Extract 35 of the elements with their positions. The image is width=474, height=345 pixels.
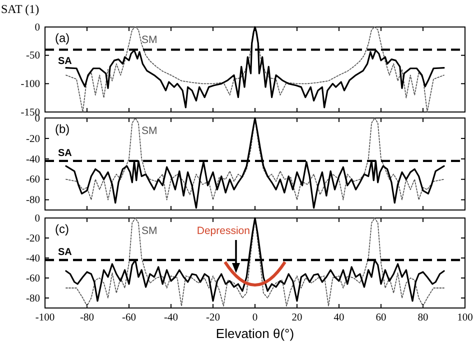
y-tick-label: -60 xyxy=(26,273,40,284)
series-label: SA xyxy=(58,56,72,67)
x-tick-label: 100 xyxy=(457,312,473,324)
y-tick-label: -80 xyxy=(26,293,40,304)
x-tick-label: 20 xyxy=(292,312,302,324)
x-tick-label: -60 xyxy=(122,312,136,324)
annotation: Depression xyxy=(196,225,250,237)
y-tick-label: 0 xyxy=(34,113,40,124)
series-label: SM xyxy=(141,125,158,137)
series-label: SA xyxy=(58,148,72,159)
series-label: SA xyxy=(58,247,72,258)
series-label: SM xyxy=(141,34,158,46)
annotation: (b) xyxy=(55,122,70,136)
x-tick-label: 60 xyxy=(376,312,386,324)
x-axis-title: Elevation θ(°) xyxy=(216,326,294,341)
y-tick-label: -40 xyxy=(26,253,40,264)
x-tick-label: -20 xyxy=(206,312,220,324)
chart-title: SAT (1) xyxy=(1,2,40,16)
y-tick-label: -80 xyxy=(26,195,40,206)
x-tick-label: -80 xyxy=(80,312,94,324)
y-tick-label: -60 xyxy=(26,174,40,186)
x-tick-label: -40 xyxy=(164,312,178,324)
x-tick-label: 80 xyxy=(418,312,428,324)
x-tick-label: 0 xyxy=(252,312,258,324)
y-tick-label: 0 xyxy=(34,213,40,224)
y-tick-label: -20 xyxy=(26,134,40,145)
x-tick-label: 40 xyxy=(334,312,344,324)
y-tick-label: -40 xyxy=(26,154,40,166)
series-label: SM xyxy=(141,225,158,237)
y-tick-label: -50 xyxy=(26,50,40,62)
y-tick-label: -100 xyxy=(20,79,40,90)
y-tick-label: 0 xyxy=(34,22,40,34)
y-tick-label: -20 xyxy=(26,233,40,244)
annotation: (c) xyxy=(55,222,69,236)
annotation: (a) xyxy=(55,31,70,45)
